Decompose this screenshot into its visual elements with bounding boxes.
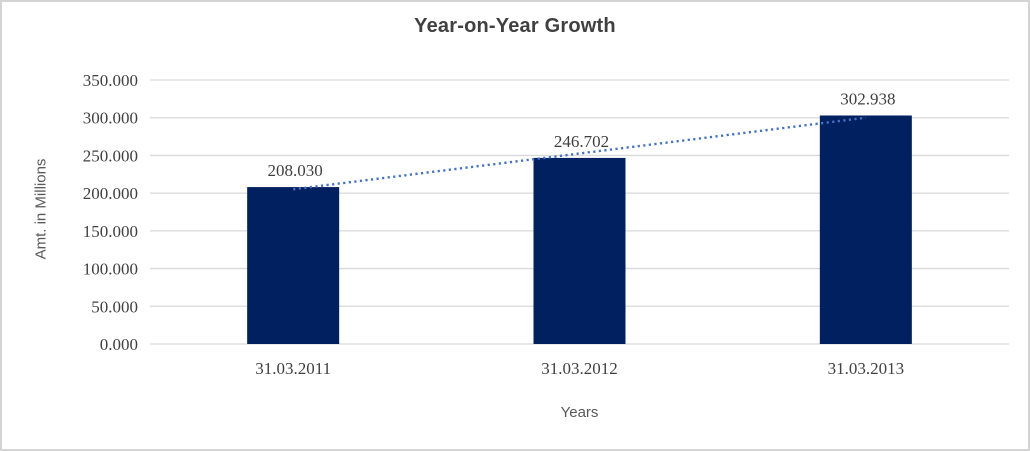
y-tick-label: 250.000	[83, 146, 138, 165]
bar-data-label: 302.938	[840, 89, 895, 108]
x-tick-label: 31.03.2012	[541, 359, 618, 378]
y-tick-label: 200.000	[83, 184, 138, 203]
bar	[247, 187, 340, 344]
bar	[819, 115, 912, 344]
y-tick-label: 350.000	[83, 71, 138, 90]
trendline	[293, 116, 866, 191]
y-tick-label: 0.000	[100, 335, 138, 354]
x-tick-label: 31.03.2011	[255, 359, 331, 378]
x-axis-title: Years	[560, 404, 599, 421]
bar	[533, 157, 626, 344]
y-tick-label: 100.000	[83, 260, 138, 279]
chart-title: Year-on-Year Growth	[414, 15, 616, 37]
bar-data-label: 208.030	[268, 161, 323, 180]
bar-data-label: 246.702	[554, 132, 609, 151]
y-tick-label: 50.000	[91, 297, 138, 316]
x-tick-label: 31.03.2013	[828, 359, 905, 378]
y-tick-label: 150.000	[83, 222, 138, 241]
y-tick-label: 300.000	[83, 109, 138, 128]
